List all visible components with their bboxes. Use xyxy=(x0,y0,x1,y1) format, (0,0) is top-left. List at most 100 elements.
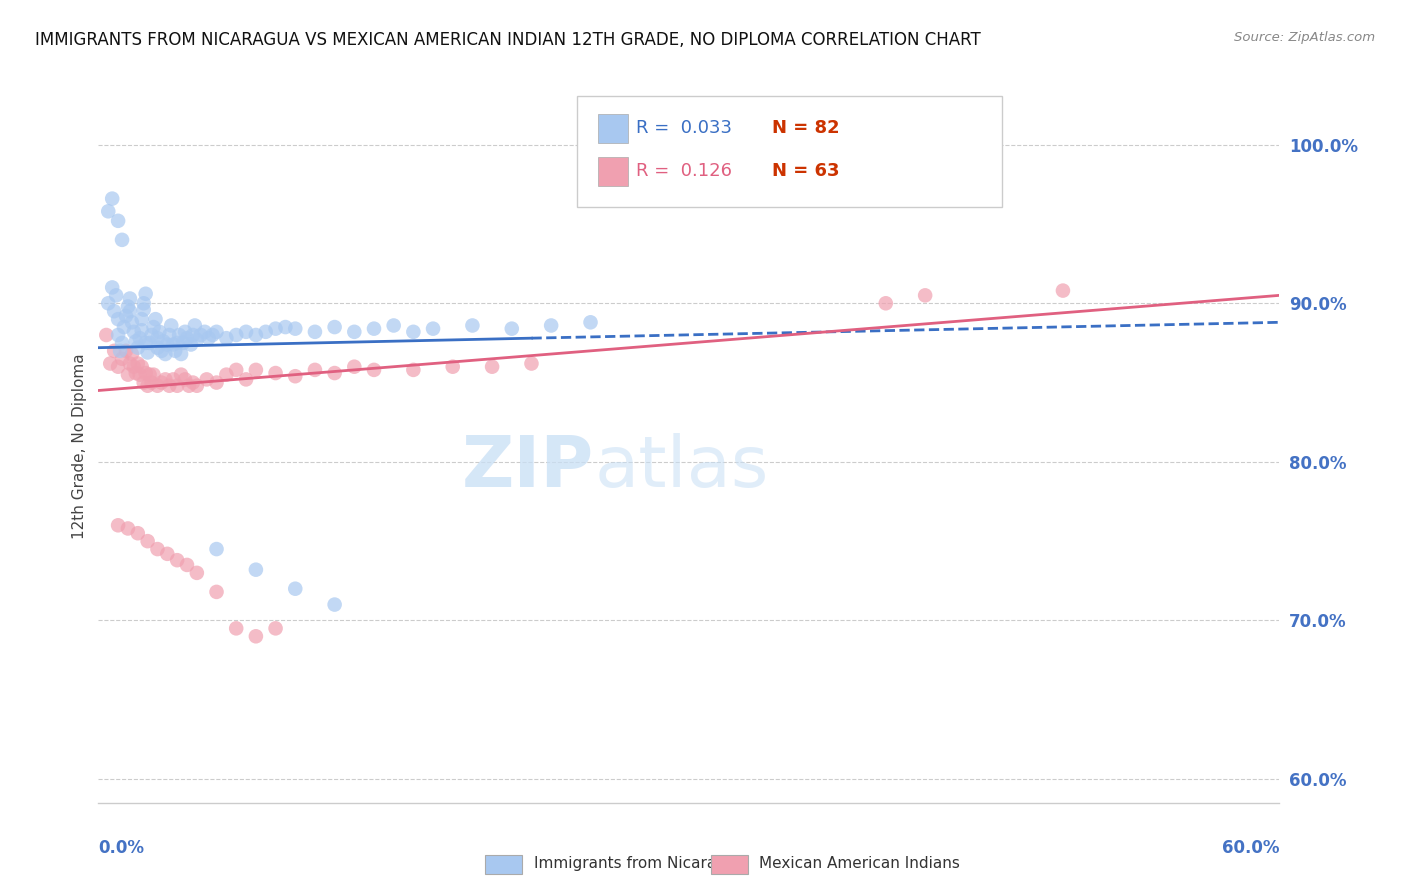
Point xyxy=(363,321,385,335)
Text: 60.0%: 60.0% xyxy=(1222,838,1279,856)
Point xyxy=(245,629,267,643)
Point xyxy=(363,363,385,377)
Text: ZIP: ZIP xyxy=(463,433,595,502)
Point xyxy=(1052,284,1074,298)
Point xyxy=(304,363,326,377)
Point xyxy=(145,312,167,326)
Point xyxy=(127,357,149,371)
Point xyxy=(112,320,135,334)
Point xyxy=(135,286,157,301)
Point xyxy=(205,325,228,339)
Point xyxy=(157,378,180,392)
Point xyxy=(461,318,484,333)
Point xyxy=(111,233,134,247)
Point xyxy=(205,376,228,390)
Point xyxy=(103,304,125,318)
Point xyxy=(343,359,366,374)
Point xyxy=(146,341,169,355)
Point xyxy=(138,368,160,382)
Bar xyxy=(598,114,627,143)
Point xyxy=(107,359,129,374)
Point xyxy=(136,378,159,392)
Point xyxy=(121,347,143,361)
Point xyxy=(150,343,173,358)
Point xyxy=(148,325,170,339)
Point xyxy=(155,347,177,361)
Point xyxy=(284,582,307,596)
Point xyxy=(284,321,307,335)
Point xyxy=(166,335,188,350)
Point xyxy=(274,320,297,334)
Point xyxy=(176,558,198,572)
Point xyxy=(156,547,179,561)
Point xyxy=(127,526,149,541)
Point xyxy=(245,563,267,577)
Point xyxy=(166,378,188,392)
Point xyxy=(142,320,165,334)
Point xyxy=(107,214,129,228)
Point xyxy=(225,328,247,343)
Point xyxy=(142,368,165,382)
Point xyxy=(205,585,228,599)
Point xyxy=(131,323,153,337)
Point xyxy=(118,292,141,306)
Text: R =  0.033: R = 0.033 xyxy=(636,120,731,137)
Point xyxy=(197,331,219,345)
Point xyxy=(98,357,121,371)
Point xyxy=(343,325,366,339)
Point xyxy=(138,335,160,350)
Point xyxy=(108,343,131,358)
Point xyxy=(127,341,149,355)
Point xyxy=(125,334,148,349)
Point xyxy=(141,328,163,343)
Point xyxy=(132,376,155,390)
Text: N = 82: N = 82 xyxy=(772,120,839,137)
Point xyxy=(184,318,207,333)
Point xyxy=(264,366,287,380)
Point xyxy=(132,296,155,310)
Point xyxy=(205,542,228,557)
Point xyxy=(115,309,138,323)
Point xyxy=(481,359,503,374)
Point xyxy=(155,372,177,386)
Point xyxy=(103,343,125,358)
Point xyxy=(235,325,257,339)
Point xyxy=(167,328,190,343)
Point xyxy=(107,328,129,343)
Point xyxy=(117,521,139,535)
Text: N = 63: N = 63 xyxy=(772,162,839,180)
Point xyxy=(165,343,187,358)
Point xyxy=(150,376,173,390)
Point xyxy=(156,337,179,351)
Point xyxy=(170,368,193,382)
Y-axis label: 12th Grade, No Diploma: 12th Grade, No Diploma xyxy=(72,353,87,539)
Point xyxy=(201,328,224,343)
Point xyxy=(181,376,204,390)
Point xyxy=(162,372,184,386)
Point xyxy=(180,337,202,351)
Point xyxy=(136,534,159,549)
Point xyxy=(323,598,346,612)
Point xyxy=(131,312,153,326)
Point xyxy=(118,357,141,371)
Point xyxy=(176,331,198,345)
Point xyxy=(162,337,184,351)
Point xyxy=(97,204,120,219)
Point xyxy=(117,300,139,314)
Point xyxy=(186,378,208,392)
Text: Mexican American Indians: Mexican American Indians xyxy=(759,856,960,871)
FancyBboxPatch shape xyxy=(576,96,1002,207)
Point xyxy=(190,328,212,343)
Point xyxy=(121,315,143,329)
Point xyxy=(136,345,159,359)
Point xyxy=(540,318,562,333)
Point xyxy=(135,335,157,350)
Point xyxy=(245,328,267,343)
Point xyxy=(914,288,936,302)
Point xyxy=(146,378,169,392)
Point xyxy=(170,347,193,361)
Point xyxy=(115,343,138,358)
Point xyxy=(520,357,543,371)
Point xyxy=(132,302,155,317)
Point xyxy=(254,325,277,339)
